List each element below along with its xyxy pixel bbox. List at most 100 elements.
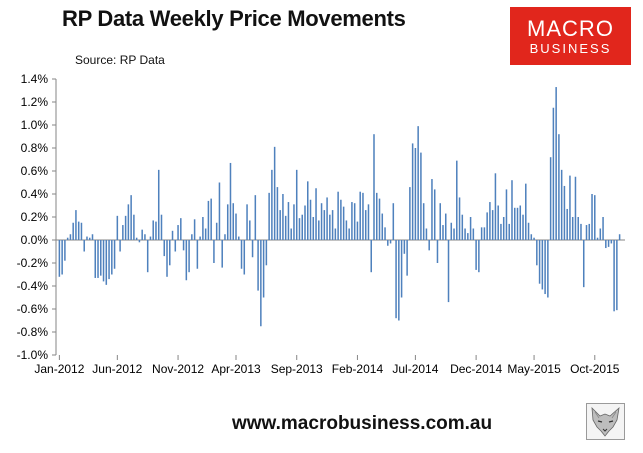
bar	[602, 217, 604, 240]
y-tick-label: -0.8%	[17, 325, 49, 339]
bar	[238, 236, 240, 240]
bar	[370, 240, 372, 273]
bar	[591, 194, 593, 240]
bar	[599, 228, 602, 240]
bar	[469, 217, 472, 240]
x-tick-label: Jun-2012	[92, 362, 142, 376]
bar	[409, 187, 411, 240]
bar	[486, 212, 488, 240]
bar	[340, 199, 342, 240]
bar	[210, 198, 212, 240]
bar	[422, 203, 425, 240]
bar	[447, 240, 450, 303]
bar	[69, 234, 72, 240]
bar	[577, 217, 579, 240]
bar	[560, 169, 563, 240]
bar	[389, 240, 392, 244]
bar	[580, 223, 582, 240]
bar	[180, 218, 182, 240]
bar	[80, 222, 83, 240]
bar	[182, 240, 185, 251]
bar	[453, 228, 455, 240]
bar	[331, 210, 334, 240]
bar	[326, 197, 328, 240]
bar	[119, 240, 121, 252]
bar	[417, 126, 419, 240]
bar	[224, 234, 226, 240]
bar	[381, 213, 384, 240]
bar	[337, 191, 339, 240]
bar	[163, 240, 166, 257]
bar	[522, 214, 524, 240]
bar	[309, 199, 312, 240]
bar	[213, 240, 215, 263]
bar	[86, 236, 88, 240]
bar	[329, 214, 331, 240]
bar	[364, 210, 367, 240]
bar	[149, 236, 152, 240]
bar	[97, 240, 99, 278]
y-tick-label: 1.4%	[21, 72, 49, 86]
bar	[527, 222, 530, 240]
bar	[406, 240, 408, 276]
bar	[411, 143, 414, 240]
bar	[596, 237, 599, 240]
bar	[618, 234, 621, 240]
bar	[533, 237, 535, 240]
x-tick-label: Dec-2014	[450, 362, 502, 376]
bar	[513, 207, 516, 240]
bar	[130, 195, 132, 240]
bar	[594, 195, 596, 240]
chart-title: RP Data Weekly Price Movements	[62, 6, 406, 31]
y-tick-label: -1.0%	[17, 348, 49, 362]
bar	[75, 210, 77, 240]
bar	[356, 221, 359, 240]
bar	[276, 187, 279, 240]
bar	[207, 200, 210, 240]
y-axis: -1.0% -0.8% -0.6% -0.4% -0.2% 0.0% 0.2% 0.4% 0.6…	[17, 72, 57, 362]
bar	[362, 192, 364, 240]
bar	[607, 240, 610, 247]
bar	[431, 179, 433, 240]
bar	[193, 219, 196, 240]
bar	[384, 227, 386, 240]
x-tick-label: Apr-2013	[211, 362, 261, 376]
y-tick-label: -0.2%	[17, 256, 49, 270]
bar	[491, 210, 494, 240]
y-tick-label: 0.6%	[21, 164, 49, 178]
bar	[144, 234, 146, 240]
bar	[500, 223, 502, 240]
bar	[221, 240, 223, 268]
x-tick-label: Jul-2014	[392, 362, 438, 376]
bar	[345, 220, 348, 240]
bar	[585, 225, 588, 240]
bar	[494, 173, 497, 240]
bar	[141, 229, 143, 240]
footer-url[interactable]: www.macrobusiness.com.au	[232, 413, 493, 434]
bar	[100, 240, 102, 276]
bar	[467, 233, 469, 240]
bar	[398, 240, 400, 321]
bar	[428, 240, 430, 251]
bar	[395, 240, 397, 319]
bar	[588, 223, 591, 240]
bar	[323, 210, 326, 240]
bar	[563, 185, 566, 240]
bar	[83, 240, 85, 252]
bar	[464, 228, 466, 240]
bar	[249, 220, 251, 240]
bar	[157, 169, 160, 240]
bar	[516, 207, 519, 240]
bar	[124, 215, 127, 240]
bar	[174, 240, 177, 252]
bar	[378, 198, 381, 240]
bar	[202, 217, 204, 240]
bar	[497, 205, 499, 240]
bar	[530, 234, 533, 240]
bar	[304, 205, 306, 240]
bar	[282, 194, 284, 240]
bar	[315, 188, 317, 240]
bar	[544, 240, 546, 295]
y-tick-label: -0.4%	[17, 279, 49, 293]
